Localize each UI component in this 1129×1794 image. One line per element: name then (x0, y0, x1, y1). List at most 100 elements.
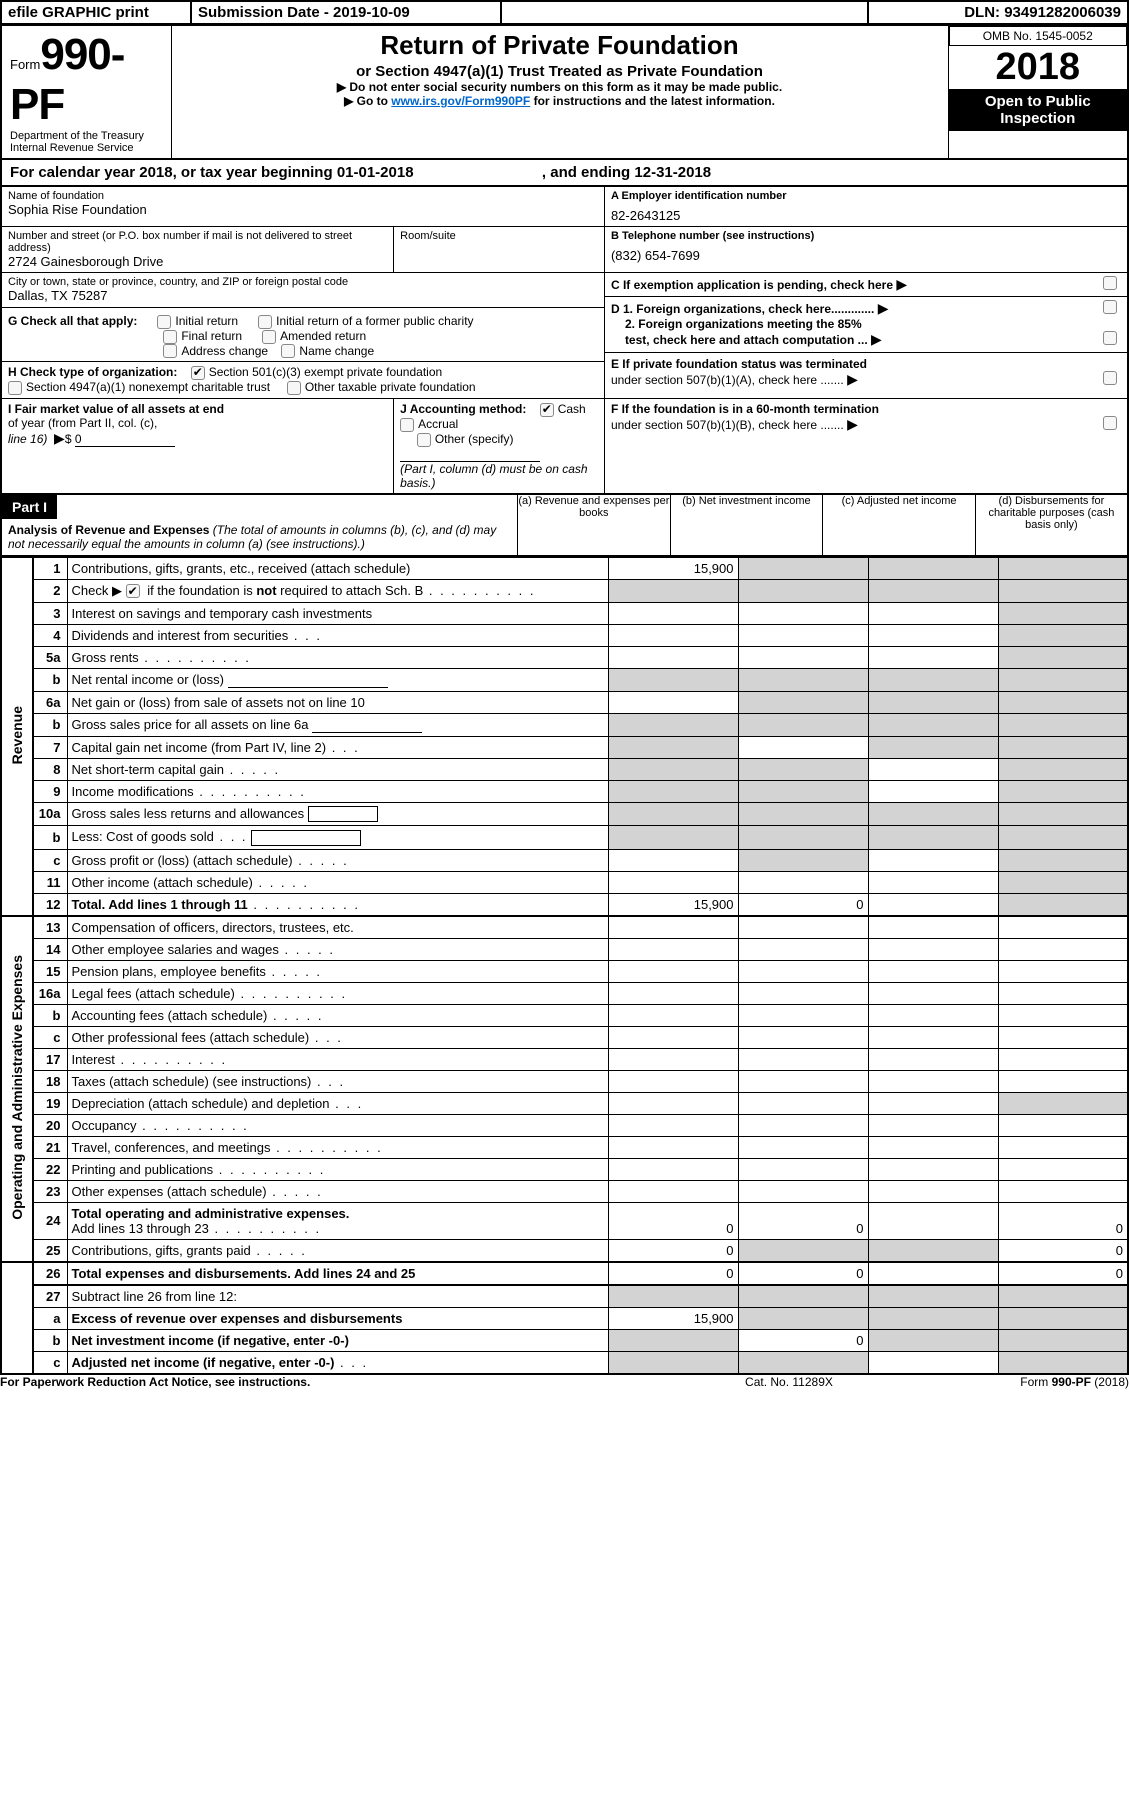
checkbox-501c3[interactable] (191, 366, 205, 380)
line-20-d (998, 1114, 1128, 1136)
checkbox-d1[interactable] (1103, 300, 1117, 314)
line-2-d (998, 579, 1128, 602)
line-17-num: 17 (33, 1048, 67, 1070)
line-21-d (998, 1136, 1128, 1158)
address-cell: Number and street (or P.O. box number if… (1, 227, 394, 273)
line-24-num: 24 (33, 1202, 67, 1239)
checkbox-amended[interactable] (262, 330, 276, 344)
line-19-num: 19 (33, 1092, 67, 1114)
checkbox-4947[interactable] (8, 381, 22, 395)
top-bar: efile GRAPHIC print Submission Date - 20… (0, 0, 1129, 25)
ssn-warning: ▶ Do not enter social security numbers o… (180, 80, 940, 94)
line-10a-a (608, 802, 738, 826)
line-27c-a (608, 1351, 738, 1374)
arrow-icon: ▶ (896, 276, 907, 292)
f2: under section 507(b)(1)(B), check here .… (611, 418, 844, 432)
line-10b-b (738, 826, 868, 850)
line-6b-d (998, 713, 1128, 736)
checkbox-address-change[interactable] (163, 344, 177, 358)
checkbox-name-change[interactable] (281, 344, 295, 358)
d-e-cell: D 1. Foreign organizations, check here..… (604, 297, 1128, 399)
line-3-b (738, 602, 868, 624)
checkbox-f[interactable] (1103, 416, 1117, 430)
year-cell: OMB No. 1545-0052 2018 Open to Public In… (948, 26, 1128, 160)
line-6a-desc: Net gain or (loss) from sale of assets n… (67, 691, 608, 713)
checkbox-other-method[interactable] (417, 433, 431, 447)
instructions-link[interactable]: www.irs.gov/Form990PF (391, 94, 530, 108)
checkbox-other-taxable[interactable] (287, 381, 301, 395)
line-12-b: 0 (738, 893, 868, 916)
line-27c-c (868, 1351, 998, 1374)
col-b-header: (b) Net investment income (670, 494, 823, 556)
line-27b-desc: Net investment income (if negative, ente… (67, 1329, 608, 1351)
d1-label: D 1. Foreign organizations, check here..… (611, 302, 874, 316)
line-14-b (738, 938, 868, 960)
line-12-c (868, 893, 998, 916)
line-2-a (608, 579, 738, 602)
checkbox-schb[interactable] (126, 584, 140, 598)
checkbox-e[interactable] (1103, 371, 1117, 385)
checkbox-d2[interactable] (1103, 331, 1117, 345)
line-15-c (868, 960, 998, 982)
checkbox-initial-return[interactable] (157, 315, 171, 329)
line-6a-c (868, 691, 998, 713)
form-number: 990-PF (10, 30, 124, 129)
line-16b-num: b (33, 1004, 67, 1026)
line-25-d: 0 (998, 1239, 1128, 1262)
i3: line 16) (8, 432, 47, 446)
line-5a-b (738, 646, 868, 668)
line-5a-desc: Gross rents (67, 646, 608, 668)
line-27a-b (738, 1307, 868, 1329)
addr-label: Number and street (or P.O. box number if… (8, 230, 387, 254)
line-6a-a (608, 691, 738, 713)
line-10c-b (738, 849, 868, 871)
h-cell: H Check type of organization: Section 50… (1, 362, 604, 399)
dln: DLN: 93491282006039 (868, 1, 1128, 24)
line-21-desc: Travel, conferences, and meetings (67, 1136, 608, 1158)
line-19-d (998, 1092, 1128, 1114)
form-title-cell: Return of Private Foundation or Section … (171, 26, 948, 160)
line-15-num: 15 (33, 960, 67, 982)
g-opt-0: Initial return (175, 314, 238, 328)
checkbox-cash[interactable] (540, 403, 554, 417)
line-16a-num: 16a (33, 982, 67, 1004)
line-10b-num: b (33, 826, 67, 850)
c-label: C If exemption application is pending, c… (611, 278, 893, 292)
line-27a-num: a (33, 1307, 67, 1329)
line-2-num: 2 (33, 579, 67, 602)
line-10b-c (868, 826, 998, 850)
line-20-c (868, 1114, 998, 1136)
line-12-a: 15,900 (608, 893, 738, 916)
line-8-c (868, 758, 998, 780)
checkbox-c[interactable] (1103, 276, 1117, 290)
line-10c-a (608, 849, 738, 871)
checkbox-initial-former[interactable] (258, 315, 272, 329)
goto-post: for instructions and the latest informat… (530, 94, 775, 108)
g-opt-1: Initial return of a former public charit… (276, 314, 473, 328)
line-3-c (868, 602, 998, 624)
arrow-icon: ▶ (54, 430, 65, 446)
line-7-a (608, 736, 738, 758)
line-27c-desc: Adjusted net income (if negative, enter … (67, 1351, 608, 1374)
footer-left: For Paperwork Reduction Act Notice, see … (0, 1375, 310, 1389)
col-d-header: (d) Disbursements for charitable purpose… (975, 494, 1128, 556)
col-a-header: (a) Revenue and expenses per books (518, 494, 671, 556)
part1-lines: Revenue 1 Contributions, gifts, grants, … (0, 557, 1129, 1375)
line-8-b (738, 758, 868, 780)
line-8-desc: Net short-term capital gain (67, 758, 608, 780)
calyear-end: 12-31-2018 (634, 164, 711, 181)
checkbox-accrual[interactable] (400, 418, 414, 432)
line-16c-d (998, 1026, 1128, 1048)
line-27b-b: 0 (738, 1329, 868, 1351)
checkbox-final-return[interactable] (163, 330, 177, 344)
line-18-desc: Taxes (attach schedule) (see instruction… (67, 1070, 608, 1092)
line-6b-b (738, 713, 868, 736)
line-5b-a (608, 668, 738, 691)
line-26-b: 0 (738, 1262, 868, 1285)
i1: I Fair market value of all assets at end (8, 402, 224, 416)
line-16b-c (868, 1004, 998, 1026)
line-16a-desc: Legal fees (attach schedule) (67, 982, 608, 1004)
line-26-c (868, 1262, 998, 1285)
line-5a-num: 5a (33, 646, 67, 668)
ein-label: A Employer identification number (611, 190, 787, 202)
